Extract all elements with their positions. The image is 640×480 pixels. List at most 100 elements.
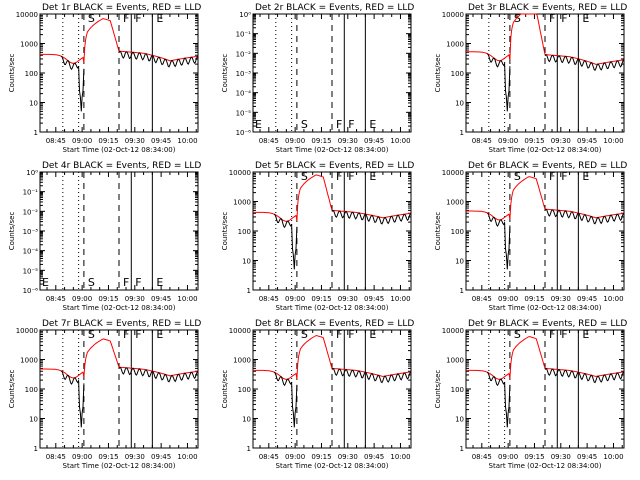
x-tick-label: 09:45 <box>151 453 171 461</box>
marker-label-S: S <box>88 12 95 25</box>
marker-label-E-left: E <box>255 118 262 131</box>
y-tick-label: 10 <box>455 258 464 266</box>
panel-det-4: Det 4r BLACK = Events, RED = LLD 10⁻⁶ 10⁻⁵… <box>8 161 201 312</box>
y-tick-label: 10⁻⁵ <box>23 267 39 275</box>
marker-label-E: E <box>582 170 589 183</box>
marker-label-E: E <box>369 328 376 341</box>
x-tick-label: 10:00 <box>390 137 410 145</box>
y-axis-label: Counts/sec <box>434 212 442 251</box>
x-tick-label: 09:15 <box>311 453 331 461</box>
x-tick-label: 09:45 <box>577 137 597 145</box>
x-tick-label: 09:00 <box>285 295 305 303</box>
y-tick-label: 10⁻⁶ <box>236 129 252 137</box>
events-series-line <box>486 367 625 428</box>
x-tick-label: 09:15 <box>524 137 544 145</box>
x-tick-label: 08:45 <box>472 295 492 303</box>
marker-label-S: S <box>514 328 521 341</box>
marker-label-E: E <box>156 276 163 289</box>
x-tick-label: 10:00 <box>177 295 197 303</box>
x-axis-label: Start Time (02-Oct-12 08:34:00) <box>63 304 176 312</box>
y-tick-label: 10000 <box>229 169 251 177</box>
y-tick-label: 100 <box>25 70 38 78</box>
y-tick-label: 10000 <box>442 169 464 177</box>
y-tick-label: 10000 <box>16 11 38 19</box>
x-tick-label: 08:45 <box>259 453 279 461</box>
y-tick-label: 10⁻³ <box>236 70 252 78</box>
marker-label-F: F <box>549 170 555 183</box>
x-axis-label: Start Time (02-Oct-12 08:34:00) <box>489 304 602 312</box>
y-tick-label: 100 <box>451 386 464 394</box>
x-tick-label: 09:15 <box>98 137 118 145</box>
x-tick-label: 09:15 <box>311 137 331 145</box>
panel-det-6: Det 6r BLACK = Events, RED = LLD 1 10 100 10… <box>434 161 627 312</box>
x-tick-label: 10:00 <box>390 295 410 303</box>
panel-title: Det 7r BLACK = Events, RED = LLD <box>42 319 201 329</box>
panel-det-8: Det 8r BLACK = Events, RED = LLD 1 10 100 10… <box>221 319 414 470</box>
panel-det-9: Det 9r BLACK = Events, RED = LLD 1 10 100 10… <box>434 319 627 470</box>
x-tick-label: 09:15 <box>98 453 118 461</box>
x-tick-label: 09:45 <box>364 295 384 303</box>
marker-label-E: E <box>582 12 589 25</box>
y-tick-label: 1 <box>34 445 38 453</box>
marker-label-S: S <box>88 328 95 341</box>
y-tick-label: 10000 <box>442 11 464 19</box>
y-tick-label: 10⁻⁶ <box>23 287 39 295</box>
panel-det-3: Det 3r BLACK = Events, RED = LLD 1 10 100 10… <box>434 3 627 154</box>
y-tick-label: 1 <box>247 287 251 295</box>
panel-title: Det 1r BLACK = Events, RED = LLD <box>42 3 201 13</box>
x-tick-label: 10:00 <box>603 295 623 303</box>
y-tick-label: 1 <box>460 445 464 453</box>
x-tick-label: 10:00 <box>177 453 197 461</box>
y-axis-label: Counts/sec <box>434 54 442 93</box>
panel-title: Det 9r BLACK = Events, RED = LLD <box>468 319 627 329</box>
marker-label-S: S <box>88 276 95 289</box>
y-tick-label: 10⁻¹ <box>23 189 39 197</box>
x-tick-label: 08:45 <box>472 453 492 461</box>
events-series-line <box>273 367 412 428</box>
marker-label-E: E <box>369 170 376 183</box>
y-tick-label: 1 <box>34 129 38 137</box>
y-tick-label: 10 <box>455 100 464 108</box>
y-axis-label: Counts/sec <box>8 212 16 251</box>
x-tick-label: 08:45 <box>46 137 66 145</box>
y-tick-label: 100 <box>238 386 251 394</box>
x-tick-label: 09:00 <box>72 137 92 145</box>
x-tick-label: 09:30 <box>125 453 145 461</box>
panel-title: Det 8r BLACK = Events, RED = LLD <box>255 319 414 329</box>
panel-title: Det 5r BLACK = Events, RED = LLD <box>255 161 414 171</box>
marker-label-F: F <box>561 328 567 341</box>
y-tick-label: 1000 <box>20 357 38 365</box>
events-series-line <box>487 208 625 270</box>
y-tick-label: 10 <box>242 258 251 266</box>
y-axis-label: Counts/sec <box>221 54 229 93</box>
x-tick-label: 09:00 <box>72 453 92 461</box>
y-tick-label: 10⁻⁵ <box>236 109 252 117</box>
x-tick-label: 09:15 <box>524 453 544 461</box>
y-tick-label: 1000 <box>446 357 464 365</box>
marker-label-F: F <box>561 170 567 183</box>
y-axis-label: Counts/sec <box>221 212 229 251</box>
events-series-line <box>273 209 412 270</box>
x-tick-label: 09:30 <box>125 137 145 145</box>
y-tick-label: 10⁻³ <box>23 228 39 236</box>
panel-title: Det 4r BLACK = Events, RED = LLD <box>42 161 201 171</box>
marker-label-F: F <box>135 12 141 25</box>
marker-label-F: F <box>135 276 141 289</box>
x-tick-label: 10:00 <box>603 453 623 461</box>
events-series-line <box>60 50 199 112</box>
panel-title: Det 6r BLACK = Events, RED = LLD <box>468 161 627 171</box>
y-tick-label: 10 <box>242 416 251 424</box>
x-tick-label: 08:45 <box>259 295 279 303</box>
marker-label-F: F <box>549 12 555 25</box>
panel-det-5: Det 5r BLACK = Events, RED = LLD 1 10 100 10… <box>221 161 414 312</box>
x-tick-label: 10:00 <box>177 137 197 145</box>
y-tick-label: 10 <box>29 416 38 424</box>
marker-label-F: F <box>123 12 129 25</box>
y-tick-label: 100 <box>451 70 464 78</box>
x-tick-label: 09:00 <box>285 137 305 145</box>
x-tick-label: 09:00 <box>498 453 518 461</box>
marker-label-E: E <box>582 328 589 341</box>
marker-label-E: E <box>156 328 163 341</box>
y-tick-label: 1000 <box>20 41 38 49</box>
